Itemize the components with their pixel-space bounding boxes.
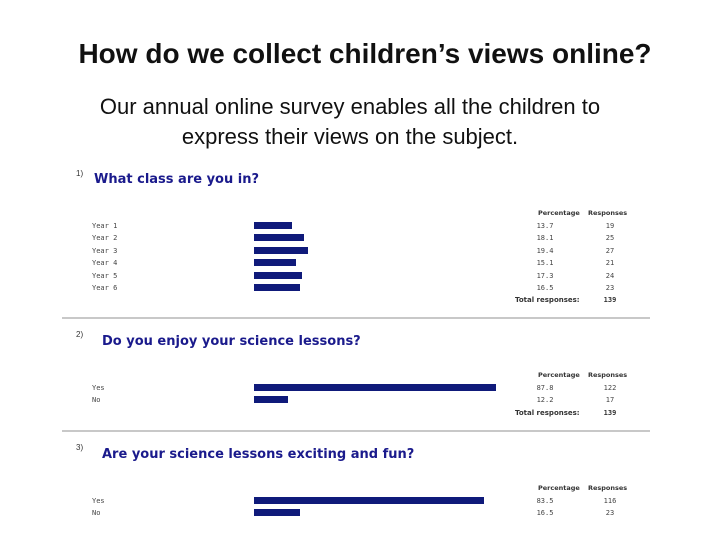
total-responses-label: Total responses: — [515, 296, 580, 305]
category-label: Yes — [92, 497, 105, 505]
bar — [254, 284, 300, 291]
percentage-value: 15.1 — [536, 259, 554, 268]
category-label: Yes — [92, 384, 105, 392]
response-count: 19 — [605, 222, 615, 230]
responses-header: Responses — [588, 371, 628, 379]
bar — [254, 509, 300, 517]
category-label: Year 5 — [92, 271, 118, 280]
question-number: 1) — [76, 169, 84, 178]
percentage-value: 83.5 — [536, 497, 554, 505]
response-count: 122 — [603, 384, 617, 392]
response-count: 17 — [605, 396, 615, 405]
question-number: 3) — [76, 443, 84, 452]
total-responses-value: 139 — [603, 408, 617, 417]
category-label: Year 4 — [92, 259, 118, 268]
section-divider — [62, 317, 650, 319]
question-title: Are your science lessons exciting and fu… — [102, 447, 415, 462]
bar — [254, 259, 296, 267]
bar — [254, 222, 292, 229]
percentage-value: 87.8 — [536, 384, 554, 392]
category-label: Year 6 — [92, 284, 118, 292]
question-number: 2) — [76, 330, 84, 339]
bar — [254, 271, 302, 279]
response-count: 27 — [605, 246, 615, 255]
subtitle-line-1: Our annual online survey enables all the… — [99, 94, 601, 119]
percentage-value: 13.7 — [536, 222, 554, 230]
percentage-value: 18.1 — [536, 234, 554, 243]
percentage-value: 16.5 — [536, 509, 554, 518]
total-responses-value: 139 — [603, 296, 617, 305]
category-label: No — [92, 396, 101, 405]
bar — [254, 234, 304, 242]
responses-header: Responses — [588, 209, 628, 217]
category-label: No — [92, 509, 101, 518]
category-label: Year 1 — [92, 222, 118, 230]
percentage-value: 19.4 — [536, 246, 554, 255]
slide-title: How do we collect children’s views onlin… — [78, 38, 652, 69]
percentage-value: 12.2 — [536, 396, 554, 405]
responses-header: Responses — [588, 484, 628, 492]
percentage-header: Percentage — [538, 484, 580, 492]
slide-subtitle: Our annual online survey enables all the… — [0, 92, 700, 152]
bar — [254, 384, 497, 391]
subtitle-line-2: express their views on the subject. — [181, 124, 519, 149]
percentage-value: 16.5 — [536, 284, 554, 292]
percentage-header: Percentage — [538, 371, 580, 379]
section-divider — [62, 430, 650, 432]
bar — [254, 396, 288, 404]
percentage-value: 17.3 — [536, 271, 554, 280]
response-count: 21 — [605, 259, 615, 268]
bar — [254, 497, 485, 504]
percentage-header: Percentage — [538, 209, 580, 217]
response-count: 25 — [605, 234, 615, 243]
total-responses-label: Total responses: — [515, 408, 580, 417]
bar — [254, 246, 308, 254]
question-title: What class are you in? — [94, 172, 260, 187]
response-count: 23 — [605, 509, 615, 518]
category-label: Year 3 — [92, 246, 118, 255]
response-count: 116 — [603, 497, 617, 505]
category-label: Year 2 — [92, 234, 118, 243]
response-count: 24 — [605, 271, 615, 280]
question-title: Do you enjoy your science lessons? — [102, 334, 361, 349]
response-count: 23 — [605, 284, 615, 292]
